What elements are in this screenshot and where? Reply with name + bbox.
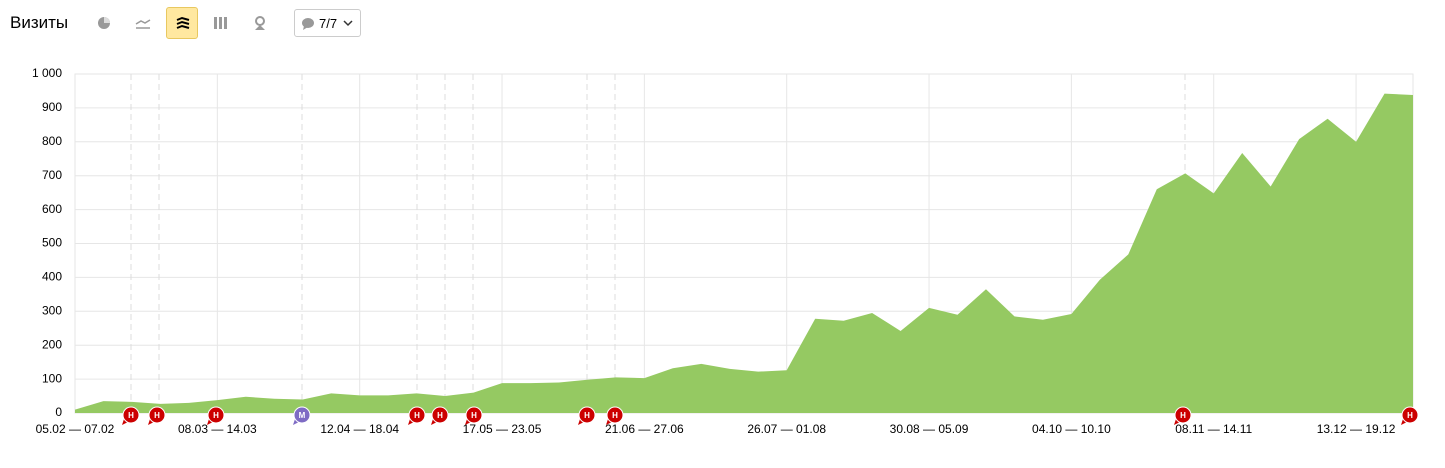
event-marker[interactable]: Н xyxy=(207,406,225,425)
y-tick-label: 700 xyxy=(42,168,62,182)
event-marker[interactable]: М xyxy=(293,406,311,425)
event-marker[interactable]: Н xyxy=(465,406,483,425)
marker-dot xyxy=(293,406,311,424)
marker-label: Н xyxy=(471,411,477,420)
event-marker[interactable]: Н xyxy=(1174,406,1192,425)
y-tick-label: 400 xyxy=(42,270,62,284)
map-icon[interactable] xyxy=(244,7,276,39)
y-tick-label: 0 xyxy=(55,405,62,419)
filter-dropdown[interactable]: 7/7 xyxy=(294,9,361,37)
y-tick-label: 1 000 xyxy=(32,66,62,80)
event-marker[interactable]: Н xyxy=(122,406,140,425)
marker-label: Н xyxy=(213,411,219,420)
marker-dot xyxy=(1401,406,1419,424)
marker-dot xyxy=(465,406,483,424)
filter-label: 7/7 xyxy=(319,16,338,31)
x-tick-label: 08.03 — 14.03 xyxy=(178,422,257,436)
event-marker[interactable]: Н xyxy=(148,406,166,425)
marker-dot xyxy=(1174,406,1192,424)
marker-label: Н xyxy=(128,411,134,420)
bar-icon[interactable] xyxy=(205,7,237,39)
marker-label: Н xyxy=(154,411,160,420)
marker-dot xyxy=(122,406,140,424)
y-tick-label: 500 xyxy=(42,236,62,250)
area xyxy=(75,93,1413,414)
marker-label: Н xyxy=(1180,411,1186,420)
marker-label: М xyxy=(299,411,306,420)
y-tick-label: 800 xyxy=(42,134,62,148)
marker-label: Н xyxy=(414,411,420,420)
y-tick-label: 100 xyxy=(42,371,62,385)
marker-label: Н xyxy=(1407,411,1413,420)
event-marker[interactable]: Н xyxy=(578,406,596,425)
y-tick-label: 900 xyxy=(42,100,62,114)
title: Визиты xyxy=(10,13,69,32)
marker-dot xyxy=(207,406,225,424)
x-tick-label: 05.02 — 07.02 xyxy=(36,422,115,436)
x-tick-label: 21.06 — 27.06 xyxy=(605,422,684,436)
event-marker[interactable]: Н xyxy=(431,406,449,425)
event-marker[interactable]: Н xyxy=(408,406,426,425)
y-tick-label: 600 xyxy=(42,202,62,216)
event-marker[interactable]: Н xyxy=(1401,406,1419,425)
marker-label: Н xyxy=(584,411,590,420)
marker-dot xyxy=(578,406,596,424)
header: Визиты 7/7 xyxy=(0,0,1445,46)
x-tick-label: 04.10 — 10.10 xyxy=(1032,422,1111,436)
marker-label: Н xyxy=(612,411,618,420)
pie-icon[interactable] xyxy=(88,7,120,39)
y-tick-label: 300 xyxy=(42,303,62,317)
x-tick-label: 08.11 — 14.11 xyxy=(1175,422,1252,436)
x-tick-label: 13.12 — 19.12 xyxy=(1317,422,1396,436)
y-tick-label: 200 xyxy=(42,337,62,351)
marker-dot xyxy=(606,406,624,424)
marker-dot xyxy=(148,406,166,424)
x-tick-label: 26.07 — 01.08 xyxy=(747,422,826,436)
marker-label: Н xyxy=(437,411,443,420)
event-marker[interactable]: Н xyxy=(606,406,624,425)
marker-dot xyxy=(431,406,449,424)
area-icon[interactable] xyxy=(166,7,198,39)
x-tick-label: 12.04 — 18.04 xyxy=(320,422,399,436)
marker-dot xyxy=(408,406,426,424)
x-tick-label: 17.05 — 23.05 xyxy=(463,422,542,436)
x-tick-label: 30.08 — 05.09 xyxy=(890,422,969,436)
line-icon[interactable] xyxy=(127,7,159,39)
